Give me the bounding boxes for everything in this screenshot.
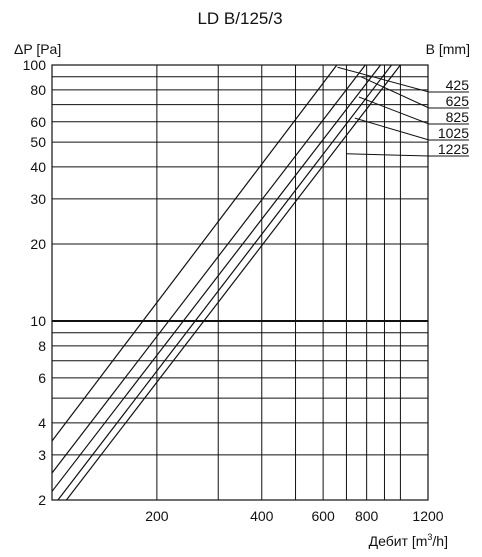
x-tick-label: 200 [145, 508, 169, 524]
y-tick-labels: 2 3 4 6 8 10 20 30 40 50 60 80 100 [23, 57, 47, 508]
series-line-425 [51, 64, 338, 442]
x-tick-label: 1200 [412, 508, 443, 524]
legend-label-1025: 1025 [438, 125, 469, 141]
x-tick-label: 800 [355, 508, 379, 524]
leader-line-1225 [346, 153, 430, 157]
y-tick-label: 30 [30, 191, 46, 207]
series-line-825 [51, 64, 382, 492]
legend-label-425: 425 [446, 77, 470, 93]
y-tick-label: 100 [23, 57, 47, 73]
legend-label-825: 825 [446, 109, 470, 125]
grid [51, 64, 429, 501]
y-tick-label: 4 [38, 415, 46, 431]
y-tick-label: 20 [30, 236, 46, 252]
leader-line-425 [337, 66, 430, 93]
y-tick-label: 50 [30, 134, 46, 150]
x-axis-label-superscript: 3 [427, 532, 432, 542]
series-line-1225 [65, 64, 401, 501]
y-tick-label: 80 [30, 82, 46, 98]
legend-label-1225: 1225 [438, 141, 469, 157]
y-tick-label: 10 [30, 313, 46, 329]
y-tick-label: 8 [38, 338, 46, 354]
x-axis-label-tail: /h] [432, 533, 448, 549]
series-line-625 [51, 64, 366, 474]
leader-line-625 [360, 76, 430, 109]
series-lines [51, 64, 401, 501]
x-tick-label: 600 [311, 508, 335, 524]
y-axis-label: ΔP [Pa] [14, 41, 61, 57]
leader-line-825 [358, 96, 430, 125]
legend-label-625: 625 [446, 93, 470, 109]
x-tick-labels: 200 400 600 800 1200 [145, 508, 444, 524]
x-axis-label: Дебит [m3/h] [369, 532, 448, 549]
y-tick-label: 6 [38, 370, 46, 386]
series-line-1025 [57, 64, 393, 501]
chart-title: LD B/125/3 [197, 9, 282, 28]
legend-leaders [337, 66, 430, 157]
y-tick-label: 60 [30, 114, 46, 130]
y-tick-label: 40 [30, 159, 46, 175]
y-tick-label: 3 [38, 447, 46, 463]
x-tick-label: 400 [250, 508, 274, 524]
leader-line-1025 [354, 117, 430, 141]
legend-title: B [mm] [426, 41, 470, 57]
x-axis-label-main: Дебит [m [369, 533, 428, 549]
y-tick-label: 2 [38, 492, 46, 508]
